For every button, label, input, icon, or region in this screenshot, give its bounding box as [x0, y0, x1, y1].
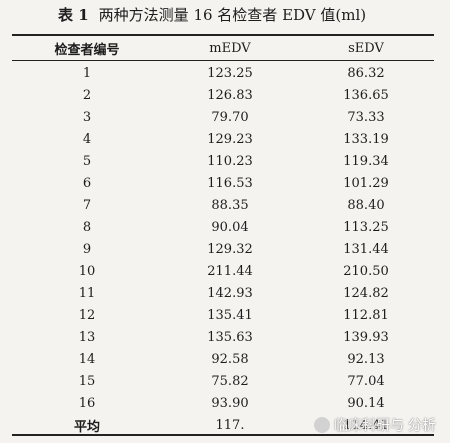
cell-examiner-id: 14 [78, 351, 96, 367]
watermark-suffix: 分析 [408, 418, 436, 434]
table-label: 表 1 [58, 6, 89, 24]
cell-medv: 129.23 [207, 131, 253, 147]
cell-examiner-id: 2 [82, 87, 92, 103]
table-row: 7 88.35 88.40 [12, 194, 434, 216]
cell-sedv: 90.14 [347, 395, 385, 411]
cell-medv: 129.32 [207, 241, 253, 257]
cell-sedv: 131.44 [343, 241, 389, 257]
table-row: 16 93.90 90.14 [12, 392, 434, 414]
cell-medv: 211.44 [207, 263, 253, 279]
table-row: 11 142.93 124.82 [12, 282, 434, 304]
cell-sedv: 101.29 [343, 175, 389, 191]
cell-examiner-id: 7 [82, 197, 92, 213]
cell-sedv: 139.93 [343, 329, 389, 345]
cell-sedv: 88.40 [347, 197, 385, 213]
cell-medv: 110.23 [207, 153, 253, 169]
cell-examiner-id: 8 [82, 219, 92, 235]
cell-sedv: 136.65 [343, 87, 389, 103]
average-medv: 117. [215, 417, 245, 433]
cell-medv: 93.90 [211, 395, 249, 411]
cell-examiner-id: 12 [78, 307, 96, 323]
cell-medv: 75.82 [211, 373, 249, 389]
header-row: 检查者编号 mEDV sEDV [12, 36, 434, 60]
cell-medv: 88.35 [211, 197, 249, 213]
table-row: 14 92.58 92.13 [12, 348, 434, 370]
watermark-text: 临床科研与 [334, 418, 404, 434]
watermark: 临床科研与 分析 [314, 415, 436, 435]
top-rule [12, 34, 434, 36]
cell-examiner-id: 9 [82, 241, 92, 257]
wechat-icon [314, 417, 330, 433]
cell-sedv: 113.25 [343, 219, 389, 235]
cell-examiner-id: 15 [78, 373, 96, 389]
cell-sedv: 77.04 [347, 373, 385, 389]
cell-medv: 92.58 [211, 351, 249, 367]
table-row: 4 129.23 133.19 [12, 128, 434, 150]
cell-medv: 79.70 [211, 109, 249, 125]
table-title: 两种方法测量 16 名检查者 EDV 值(ml) [98, 6, 367, 24]
table-row: 15 75.82 77.04 [12, 370, 434, 392]
table-row: 5 110.23 119.34 [12, 150, 434, 172]
average-sedv: 114.41 [343, 417, 389, 433]
cell-medv: 135.41 [207, 307, 253, 323]
cell-medv: 116.53 [207, 175, 253, 191]
header-examiner-id: 检查者编号 [54, 42, 120, 58]
average-label: 平均 [73, 419, 100, 435]
cell-medv: 123.25 [207, 65, 253, 81]
table-row: 8 90.04 113.25 [12, 216, 434, 238]
header-sedv: sEDV [348, 40, 384, 56]
table-row: 13 135.63 139.93 [12, 326, 434, 348]
cell-sedv: 124.82 [343, 285, 389, 301]
cell-sedv: 210.50 [343, 263, 389, 279]
cell-examiner-id: 10 [78, 263, 96, 279]
table-row: 10 211.44 210.50 [12, 260, 434, 282]
cell-examiner-id: 5 [82, 153, 92, 169]
cell-sedv: 92.13 [347, 351, 385, 367]
cell-sedv: 86.32 [347, 65, 385, 81]
bottom-rule [12, 434, 434, 436]
cell-sedv: 119.34 [343, 153, 389, 169]
table-row: 12 135.41 112.81 [12, 304, 434, 326]
cell-medv: 142.93 [207, 285, 253, 301]
cell-sedv: 112.81 [343, 307, 389, 323]
edv-table: 检查者编号 mEDV sEDV 1 123.25 86.32 2 126.83 136.6… [12, 36, 434, 436]
cell-examiner-id: 1 [82, 65, 92, 81]
cell-medv: 90.04 [211, 219, 249, 235]
cell-sedv: 133.19 [343, 131, 389, 147]
cell-examiner-id: 3 [82, 109, 92, 125]
table-row: 9 129.32 131.44 [12, 238, 434, 260]
table-caption: 表 1 两种方法测量 16 名检查者 EDV 值(ml) [0, 2, 450, 28]
cell-examiner-id: 13 [78, 329, 96, 345]
cell-medv: 135.63 [207, 329, 253, 345]
cell-medv: 126.83 [207, 87, 253, 103]
table-row: 6 116.53 101.29 [12, 172, 434, 194]
cell-sedv: 73.33 [347, 109, 385, 125]
cell-examiner-id: 4 [82, 131, 92, 147]
average-row: 平均 117. 114.41 [12, 414, 434, 436]
table-row: 2 126.83 136.65 [12, 84, 434, 106]
cell-examiner-id: 6 [82, 175, 92, 191]
cell-examiner-id: 16 [78, 395, 96, 411]
table-row: 3 79.70 73.33 [12, 106, 434, 128]
header-medv: mEDV [209, 40, 251, 56]
table-row: 1 123.25 86.32 [12, 60, 434, 84]
cell-examiner-id: 11 [78, 285, 96, 301]
header-rule [12, 60, 434, 61]
